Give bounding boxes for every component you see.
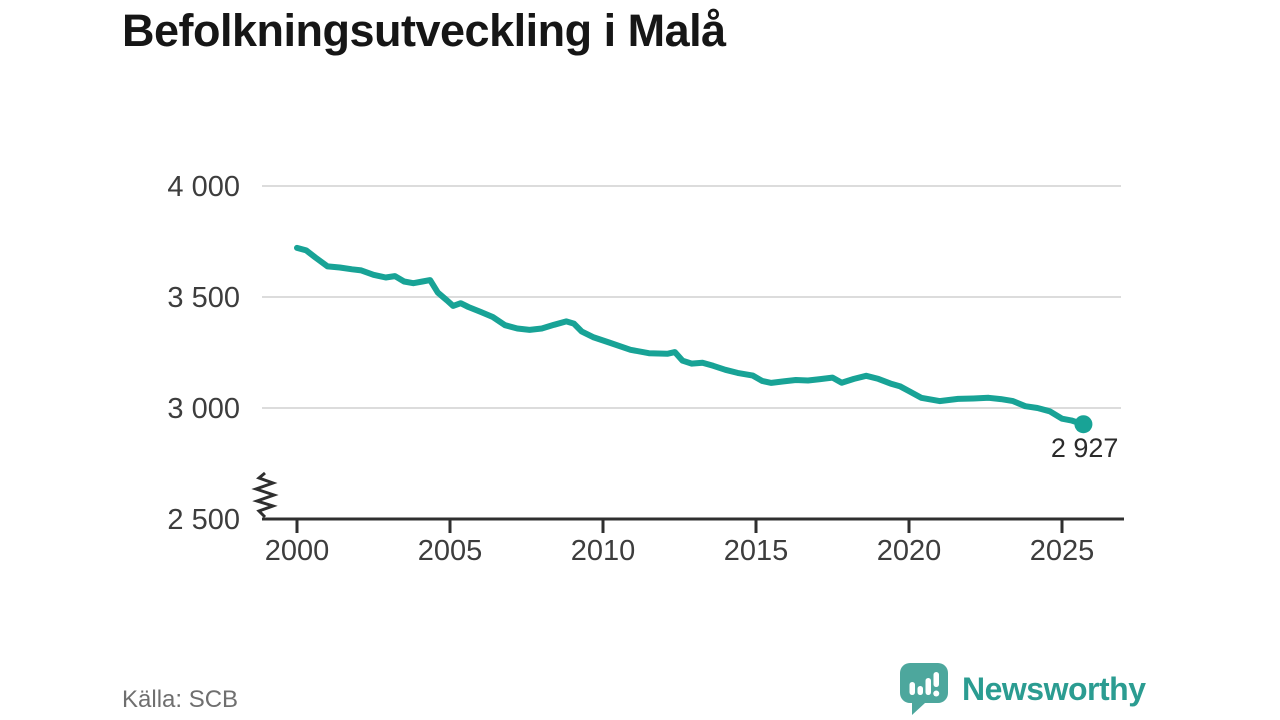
x-tick-label-2025: 2025 xyxy=(1030,535,1095,567)
exclamation-dot xyxy=(933,690,940,697)
speech-bubble-shape xyxy=(900,663,948,715)
exclamation-bar xyxy=(933,672,939,687)
y-tick-label-2500: 2 500 xyxy=(167,504,240,536)
last-point-marker xyxy=(1074,415,1093,434)
newsworthy-logo-icon xyxy=(900,663,948,715)
newsworthy-logo: Newsworthy xyxy=(896,660,1146,718)
y-tick-label-3500: 3 500 xyxy=(167,282,240,314)
x-tick-label-2020: 2020 xyxy=(877,535,942,567)
bar-3 xyxy=(925,678,931,695)
y-tick-label-4000: 4 000 xyxy=(167,171,240,203)
y-tick-label-3000: 3 000 xyxy=(167,393,240,425)
x-tick-label-2005: 2005 xyxy=(418,535,483,567)
x-tick-label-2015: 2015 xyxy=(724,535,789,567)
bar-2 xyxy=(917,686,923,695)
y-axis-break-icon xyxy=(251,471,279,519)
newsworthy-wordmark: Newsworthy xyxy=(962,670,1146,707)
population-line xyxy=(294,244,1087,428)
chart-title: Befolkningsutveckling i Malå xyxy=(122,5,726,56)
bar-1 xyxy=(909,682,915,695)
x-tick-label-2000: 2000 xyxy=(265,535,330,567)
source-label: Källa: SCB xyxy=(122,686,239,713)
last-value-label: 2 927 xyxy=(1051,433,1119,463)
x-tick-label-2010: 2010 xyxy=(571,535,636,567)
